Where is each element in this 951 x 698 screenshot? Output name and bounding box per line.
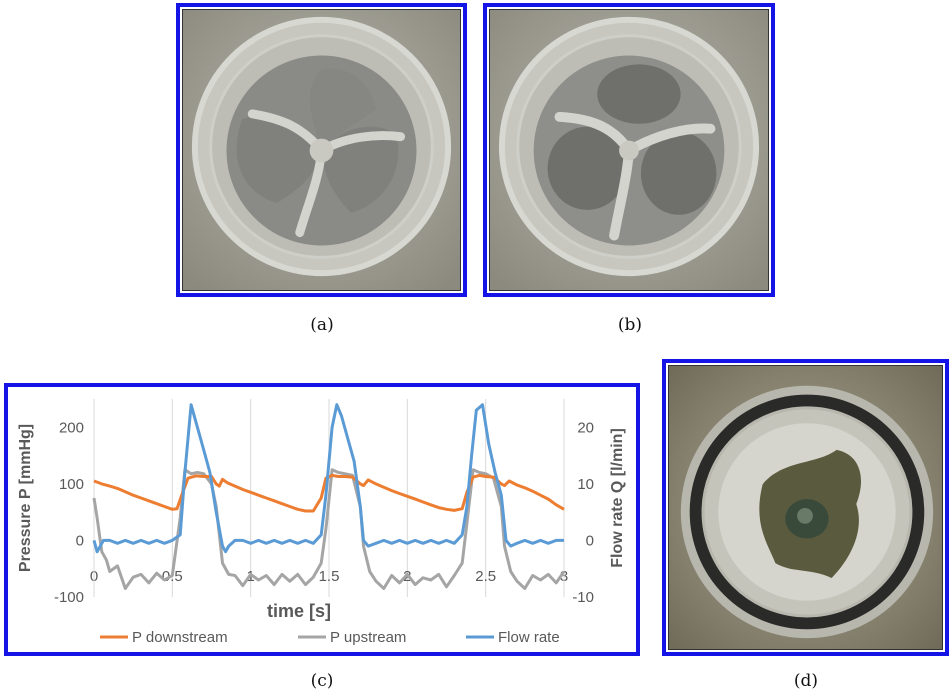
caption-b: (b) — [617, 315, 643, 335]
panel-d-frame — [662, 359, 949, 656]
y2-axis-title: Flow rate Q [l/min] — [609, 428, 626, 568]
y-tick-label: 0 — [76, 532, 84, 549]
valve-closed-photo — [183, 10, 460, 290]
x-axis-title: time [s] — [267, 601, 331, 621]
legend-label-2: Flow rate — [498, 629, 560, 646]
caption-a: (a) — [310, 315, 334, 335]
y-tick-label: -100 — [54, 589, 84, 606]
caption-d: (d) — [793, 671, 819, 691]
panel-d-photo-area — [668, 365, 943, 650]
panel-a-photo-area — [182, 9, 461, 291]
y-tick-label: 100 — [59, 476, 84, 493]
y-tick-label: 200 — [59, 419, 84, 436]
x-tick-label: 1.5 — [319, 568, 340, 585]
pressure-flow-chart: 0 0.5 1 1.5 2 2.5 32001000-10020100-10Pressure… — [17, 399, 626, 646]
legend-label-0: P downstream — [132, 629, 228, 646]
series-line-flow-rate — [92, 403, 564, 554]
caption-c: (c) — [310, 671, 334, 691]
y2-tick-label: 10 — [577, 476, 594, 493]
series-line-p-upstream — [92, 468, 566, 590]
y2-tick-label: -10 — [572, 589, 594, 606]
panel-b-frame — [483, 3, 775, 297]
y-axis-title: Pressure P [mmHg] — [17, 424, 34, 572]
y2-tick-label: 0 — [586, 532, 594, 549]
valve-open-photo — [490, 10, 768, 290]
y2-tick-label: 20 — [577, 419, 594, 436]
panel-a-frame — [176, 3, 467, 297]
panel-b-photo-area — [489, 9, 769, 291]
x-tick-label: 2.5 — [475, 568, 496, 585]
valve-outflow-photo — [669, 366, 942, 649]
panel-c-frame: 0 0.5 1 1.5 2 2.5 3 200 100 0 -100 20 10 0 -10 Pressure… — [4, 383, 640, 656]
legend-label-1: P upstream — [330, 629, 406, 646]
